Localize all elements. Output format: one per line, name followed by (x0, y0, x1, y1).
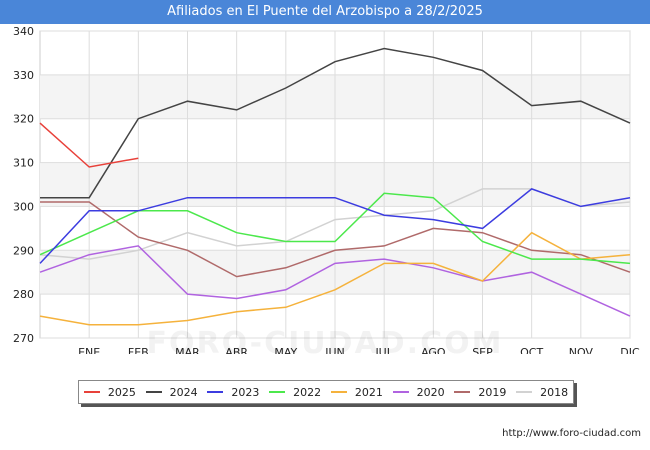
y-tick-label: 290 (13, 244, 34, 257)
source-url: http://www.foro-ciudad.com (502, 428, 641, 439)
x-tick-label: MAY (274, 346, 297, 354)
x-tick-label: JUN (324, 346, 345, 354)
x-tick-label: AGO (421, 346, 446, 354)
line-chart: 270 280 290 300 310 320 330 340 ENE FEB MAR ABR MAY J… (13, 25, 640, 354)
series-line-2021 (39, 231, 631, 326)
legend-swatch (269, 391, 286, 393)
legend-label: 2023 (231, 385, 260, 399)
watermark: FORO-CIUDAD.COM (146, 326, 504, 361)
y-tick-label: 340 (13, 25, 34, 38)
legend-swatch (392, 391, 409, 393)
y-tick-label: 330 (13, 69, 34, 82)
x-tick-label: MAR (175, 346, 200, 354)
legend-item-2019: 2019 (454, 386, 506, 399)
x-tick-label: JUL (374, 346, 393, 354)
x-tick-label: ENE (78, 346, 100, 354)
legend-item-2025: 2025 (83, 385, 136, 399)
x-tick-label: FEB (128, 346, 149, 354)
legend-swatch (207, 391, 224, 393)
legend-label: 2019 (478, 385, 507, 399)
x-tick-label: SEP (472, 346, 493, 354)
legend-swatch (516, 391, 533, 393)
y-tick-label: 310 (13, 157, 34, 170)
x-tick-label: DIC (620, 346, 640, 354)
chart-title: Afiliados en El Puente del Arzobispo a 2… (0, 0, 650, 24)
legend-item-2018: 2018 (516, 386, 568, 399)
series-line-2023 (39, 188, 631, 264)
y-tick-label: 320 (13, 113, 34, 126)
legend-label: 2022 (293, 385, 322, 399)
legend-label: 2025 (107, 385, 136, 399)
legend-swatch (454, 391, 471, 393)
legend-item-2022: 2022 (269, 386, 321, 399)
series-line-2020 (39, 245, 631, 317)
series-line-2025 (39, 122, 139, 168)
legend: 2025 2024 2023 2022 2021 2020 2019 2018 (78, 380, 574, 404)
legend-swatch (330, 391, 347, 393)
legend-swatch (145, 391, 162, 393)
legend-swatch (83, 391, 100, 393)
legend-item-2024: 2024 (145, 385, 198, 399)
legend-label: 2024 (169, 385, 198, 399)
legend-item-2021: 2021 (330, 385, 383, 399)
legend-label: 2020 (416, 385, 445, 399)
y-tick-label: 300 (13, 200, 34, 213)
legend-item-2020: 2020 (392, 385, 445, 399)
x-tick-label: OCT (520, 346, 543, 354)
x-tick-label: NOV (569, 346, 594, 354)
legend-item-2023: 2023 (207, 386, 259, 399)
y-tick-label: 280 (13, 288, 34, 301)
series-line-2019 (40, 201, 631, 278)
legend-label: 2021 (354, 385, 383, 399)
y-tick-label: 270 (13, 332, 34, 345)
legend-label: 2018 (540, 385, 569, 399)
x-tick-label: ABR (225, 346, 248, 354)
series-line-2024 (40, 47, 631, 199)
